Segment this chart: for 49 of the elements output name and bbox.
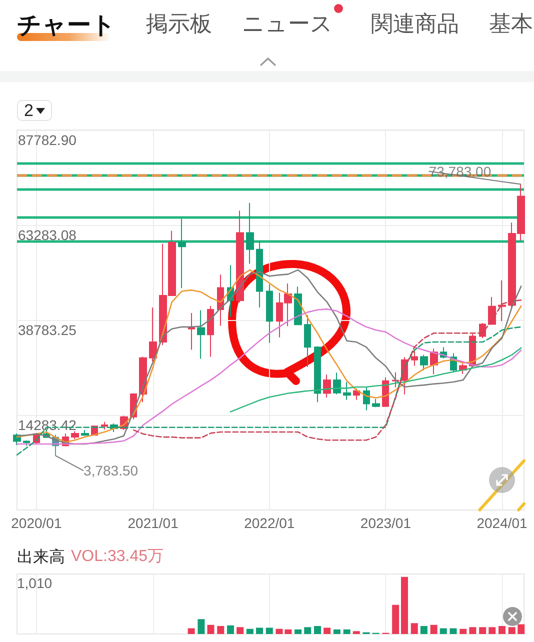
bar xyxy=(236,627,244,634)
annotation: 1,010 xyxy=(17,575,52,591)
annotation: 3,783.50 xyxy=(84,462,138,479)
bar xyxy=(333,629,340,634)
x-tick-label: 2021/01 xyxy=(128,515,179,531)
bar xyxy=(440,628,447,634)
text: ニュース xyxy=(242,12,333,37)
bar xyxy=(498,626,506,634)
x-tick-label: 2024/01 xyxy=(476,515,528,531)
bar xyxy=(488,627,496,634)
y-tick-label: 38783.25 xyxy=(18,322,77,338)
bar xyxy=(518,624,525,634)
bar xyxy=(314,626,322,634)
bar xyxy=(420,626,428,634)
bar xyxy=(392,604,400,634)
bar xyxy=(479,627,486,634)
bar xyxy=(217,626,224,634)
dropdown-field: 2 xyxy=(17,100,52,121)
x-tick-label: 2020/01 xyxy=(11,515,62,531)
bar xyxy=(304,627,312,634)
chart-subtitle: VOL:33.45万 xyxy=(71,547,164,567)
bar xyxy=(188,628,195,634)
bar xyxy=(469,627,476,634)
bar xyxy=(401,576,408,634)
x-tick-label: 2023/01 xyxy=(360,515,412,531)
bar xyxy=(352,631,360,634)
bar xyxy=(460,628,467,634)
text: チャート xyxy=(17,11,116,39)
chart-title: 出来高 xyxy=(17,546,65,568)
bar xyxy=(246,628,254,634)
bar xyxy=(450,628,457,634)
bar xyxy=(227,625,234,634)
bar xyxy=(256,628,264,634)
y-tick-label: 87782.90 xyxy=(18,132,77,148)
bar xyxy=(410,623,418,634)
bar xyxy=(324,628,331,634)
x-tick-label: 2022/01 xyxy=(244,515,295,531)
bar xyxy=(207,624,214,634)
bar xyxy=(294,629,302,634)
y-tick-label: 14283.42 xyxy=(18,417,77,433)
y-tick-label: 63283.08 xyxy=(18,227,77,243)
bar xyxy=(343,629,350,634)
text: 関連商品 xyxy=(371,12,459,37)
bar xyxy=(508,627,516,634)
text: 基本 xyxy=(489,12,533,37)
bar xyxy=(266,628,273,634)
bar xyxy=(430,624,438,634)
text: 掲示板 xyxy=(146,12,212,37)
bar xyxy=(198,619,205,634)
